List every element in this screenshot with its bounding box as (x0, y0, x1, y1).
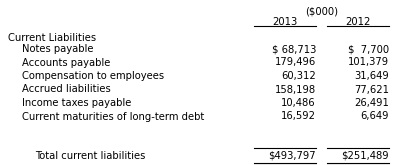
Text: 16,592: 16,592 (281, 112, 316, 121)
Text: 10,486: 10,486 (282, 98, 316, 108)
Text: 77,621: 77,621 (354, 84, 389, 95)
Text: $  7,700: $ 7,700 (348, 44, 389, 54)
Text: Accrued liabilities: Accrued liabilities (22, 84, 111, 95)
Text: $251,489: $251,489 (341, 151, 389, 161)
Text: 2012: 2012 (345, 17, 371, 27)
Text: 6,649: 6,649 (360, 112, 389, 121)
Text: Current Liabilities: Current Liabilities (8, 33, 96, 43)
Text: $493,797: $493,797 (268, 151, 316, 161)
Text: 101,379: 101,379 (348, 57, 389, 67)
Text: Accounts payable: Accounts payable (22, 57, 110, 67)
Text: Compensation to employees: Compensation to employees (22, 71, 164, 81)
Text: Total current liabilities: Total current liabilities (35, 151, 146, 161)
Text: Current maturities of long-term debt: Current maturities of long-term debt (22, 112, 204, 121)
Text: Notes payable: Notes payable (22, 44, 93, 54)
Text: ($000): ($000) (305, 6, 338, 16)
Text: 31,649: 31,649 (354, 71, 389, 81)
Text: 158,198: 158,198 (275, 84, 316, 95)
Text: $ 68,713: $ 68,713 (271, 44, 316, 54)
Text: 60,312: 60,312 (281, 71, 316, 81)
Text: 2013: 2013 (272, 17, 298, 27)
Text: 26,491: 26,491 (354, 98, 389, 108)
Text: Income taxes payable: Income taxes payable (22, 98, 132, 108)
Text: 179,496: 179,496 (275, 57, 316, 67)
